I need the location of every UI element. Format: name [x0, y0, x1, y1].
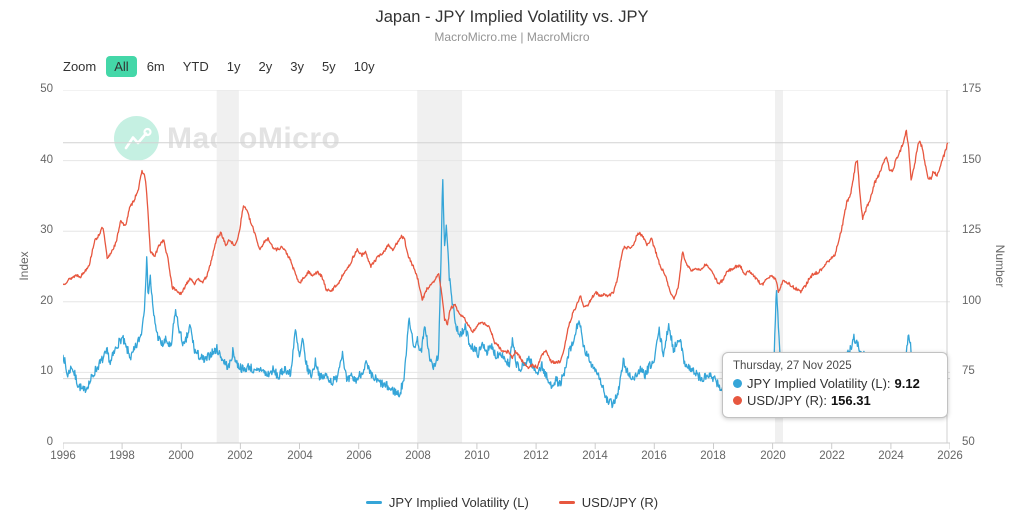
tick-label: 150: [962, 154, 982, 166]
range-button-10y[interactable]: 10y: [346, 56, 383, 77]
tick-label: 10: [40, 365, 53, 377]
zoom-toolbar: Zoom All 6m YTD 1y 2y 3y 5y 10y: [63, 54, 385, 78]
tick-label: 175: [962, 83, 982, 95]
plot-area[interactable]: [63, 90, 950, 462]
tick-label: 30: [40, 224, 53, 236]
tooltip-label: JPY Implied Volatility (L):: [747, 376, 891, 391]
series-dot-icon: [733, 379, 742, 388]
tooltip-row-volatility: JPY Implied Volatility (L): 9.12: [733, 375, 937, 392]
legend-item-usdjpy[interactable]: USD/JPY (R): [558, 495, 659, 510]
legend-label: JPY Implied Volatility (L): [388, 495, 529, 510]
tick-label: 2020: [760, 450, 786, 462]
tick-label: 2018: [700, 450, 726, 462]
tick-label: 2026: [937, 450, 963, 462]
series-dot-icon: [733, 396, 742, 405]
tick-label: 50: [40, 83, 53, 95]
legend-line-icon: [558, 501, 575, 504]
tick-label: 2006: [346, 450, 372, 462]
legend-item-volatility[interactable]: JPY Implied Volatility (L): [365, 495, 529, 510]
tick-label: 1996: [50, 450, 76, 462]
tick-label: 2002: [227, 450, 253, 462]
tick-label: 40: [40, 154, 53, 166]
tick-label: 2004: [287, 450, 313, 462]
chart-subtitle: MacroMicro.me | MacroMicro: [434, 30, 590, 44]
tooltip-value: 9.12: [894, 376, 920, 391]
tick-label: 50: [962, 436, 975, 448]
legend-label: USD/JPY (R): [581, 495, 659, 510]
tooltip-label: USD/JPY (R):: [747, 393, 827, 408]
tick-label: 2014: [582, 450, 608, 462]
tick-label: 2008: [405, 450, 431, 462]
right-axis-title: Number: [993, 244, 1007, 288]
legend: JPY Implied Volatility (L) USD/JPY (R): [0, 495, 1024, 510]
tooltip-row-usdjpy: USD/JPY (R): 156.31: [733, 392, 937, 409]
range-button-6m[interactable]: 6m: [139, 56, 173, 77]
chart-title: Japan - JPY Implied Volatility vs. JPY: [375, 8, 649, 26]
tick-label: 2012: [523, 450, 549, 462]
tick-label: 2024: [878, 450, 904, 462]
tick-label: 2016: [641, 450, 667, 462]
range-button-all[interactable]: All: [106, 55, 137, 77]
tick-label: 75: [962, 365, 975, 377]
tick-label: 0: [46, 436, 53, 448]
range-button-2y[interactable]: 2y: [250, 56, 280, 77]
tick-label: 1998: [109, 450, 135, 462]
legend-line-icon: [365, 501, 382, 504]
left-axis-title: Index: [17, 251, 31, 281]
tick-label: 2010: [464, 450, 490, 462]
range-button-1y[interactable]: 1y: [219, 56, 249, 77]
tick-label: 125: [962, 224, 982, 236]
tick-label: 20: [40, 295, 53, 307]
hover-tooltip: Thursday, 27 Nov 2025 JPY Implied Volati…: [722, 352, 948, 418]
tick-label: 2022: [819, 450, 845, 462]
range-button-ytd[interactable]: YTD: [175, 56, 217, 77]
zoom-label: Zoom: [63, 58, 97, 74]
range-button-5y[interactable]: 5y: [314, 56, 344, 77]
range-button-group: All 6m YTD 1y 2y 3y 5y 10y: [106, 55, 384, 77]
tooltip-date: Thursday, 27 Nov 2025: [733, 360, 852, 372]
tick-label: 2000: [168, 450, 194, 462]
tick-label: 100: [962, 295, 982, 307]
range-button-3y[interactable]: 3y: [282, 56, 312, 77]
tooltip-value: 156.31: [830, 393, 871, 408]
